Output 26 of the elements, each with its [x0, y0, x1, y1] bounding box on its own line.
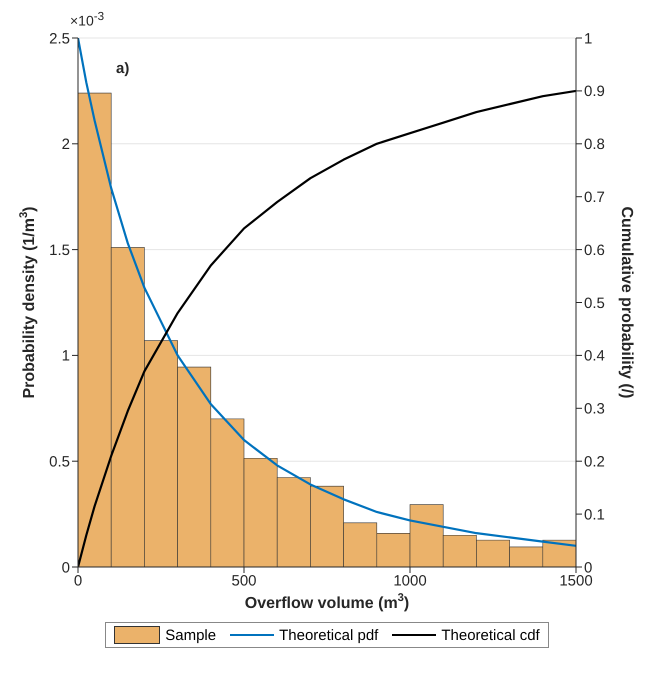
legend-label: Sample [165, 626, 216, 644]
x-tick-label: 500 [231, 572, 257, 590]
legend-label: Theoretical cdf [441, 626, 540, 644]
x-tick-label: 1000 [393, 572, 427, 590]
y2-axis-title: Cumulative probability (/) [618, 206, 635, 399]
y2-tick-label: 0.6 [584, 242, 605, 259]
y-tick-label: 0 [62, 559, 70, 576]
x-tick-label: 0 [74, 572, 82, 590]
y2-tick-label: 0.8 [584, 136, 605, 154]
y2-tick-label: 0.1 [584, 506, 605, 524]
y2-tick-label: 0.4 [584, 348, 605, 365]
y2-tick-label: 0.9 [584, 83, 605, 100]
y-tick-label: 2 [62, 136, 70, 154]
x-axis-title: Overflow volume (m$^{3}$) [244, 592, 410, 612]
y2-tick-label: 0.5 [584, 294, 605, 312]
y-tick-label: 2.5 [49, 30, 70, 48]
y2-tick-label: 0.3 [584, 400, 605, 418]
text: ×10$^{-3}$ [70, 10, 104, 29]
annotation: a) [116, 60, 130, 77]
y2-tick-label: 0.7 [584, 189, 605, 206]
y-tick-label: 1.5 [49, 242, 70, 259]
legend-label: Theoretical pdf [279, 626, 378, 644]
y-tick-label: 0.5 [49, 454, 70, 471]
y2-tick-label: 1 [584, 30, 592, 48]
y-tick-label: 1 [62, 348, 70, 365]
y2-tick-label: 0.2 [584, 454, 605, 471]
